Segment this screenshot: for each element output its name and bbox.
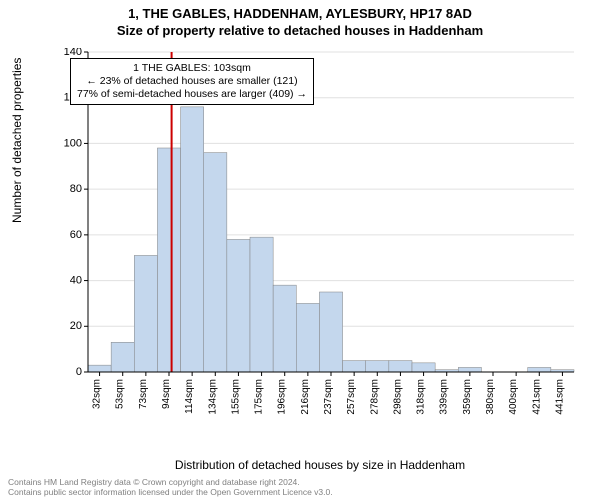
chart-container: 1, THE GABLES, HADDENHAM, AYLESBURY, HP1… <box>0 0 600 500</box>
footer-line-2: Contains public sector information licen… <box>8 488 333 498</box>
bar <box>273 285 296 372</box>
bar <box>181 107 204 372</box>
svg-text:278sqm: 278sqm <box>369 379 380 415</box>
svg-text:155sqm: 155sqm <box>230 379 241 415</box>
bar <box>296 303 319 372</box>
info-line-3: 77% of semi-detached houses are larger (… <box>77 88 307 101</box>
bar <box>88 365 111 372</box>
y-axis-label: Number of detached properties <box>10 58 24 223</box>
bar <box>389 361 412 372</box>
info-box: 1 THE GABLES: 103sqm ← 23% of detached h… <box>70 58 314 105</box>
bar <box>157 148 180 372</box>
info-line-1: 1 THE GABLES: 103sqm <box>77 62 307 75</box>
svg-text:298sqm: 298sqm <box>392 379 403 415</box>
svg-text:73sqm: 73sqm <box>138 379 149 409</box>
svg-text:339sqm: 339sqm <box>439 379 450 415</box>
svg-text:40: 40 <box>70 274 82 286</box>
bar <box>343 361 366 372</box>
svg-text:53sqm: 53sqm <box>115 379 126 409</box>
svg-text:359sqm: 359sqm <box>462 379 473 415</box>
svg-text:380sqm: 380sqm <box>485 379 496 415</box>
x-axis-label: Distribution of detached houses by size … <box>60 458 580 472</box>
title-line-1: 1, THE GABLES, HADDENHAM, AYLESBURY, HP1… <box>0 6 600 23</box>
x-ticks: 32sqm 53sqm 73sqm 94sqm 114sqm 134sqm 155sqm 17… <box>92 372 566 415</box>
bar <box>227 239 250 372</box>
bar <box>134 255 157 372</box>
svg-text:318sqm: 318sqm <box>416 379 427 415</box>
bar <box>458 367 481 372</box>
svg-text:94sqm: 94sqm <box>161 379 172 409</box>
bar <box>319 292 342 372</box>
bars <box>88 107 574 372</box>
svg-text:216sqm: 216sqm <box>300 379 311 415</box>
svg-text:441sqm: 441sqm <box>554 379 565 415</box>
svg-text:32sqm: 32sqm <box>92 379 103 409</box>
svg-text:80: 80 <box>70 183 82 195</box>
footer: Contains HM Land Registry data © Crown c… <box>8 478 333 498</box>
svg-text:400sqm: 400sqm <box>508 379 519 415</box>
svg-text:134sqm: 134sqm <box>207 379 218 415</box>
info-line-2: ← 23% of detached houses are smaller (12… <box>77 75 307 88</box>
svg-text:20: 20 <box>70 320 82 332</box>
svg-text:140: 140 <box>64 48 82 58</box>
svg-text:237sqm: 237sqm <box>323 379 334 415</box>
svg-text:0: 0 <box>76 366 82 378</box>
svg-text:114sqm: 114sqm <box>184 379 195 414</box>
bar <box>528 367 551 372</box>
bar <box>204 153 227 372</box>
svg-text:421sqm: 421sqm <box>531 379 542 415</box>
svg-text:60: 60 <box>70 229 82 241</box>
svg-text:257sqm: 257sqm <box>346 379 357 415</box>
bar <box>366 361 389 372</box>
bar <box>111 342 134 372</box>
svg-text:175sqm: 175sqm <box>254 379 265 415</box>
bar <box>412 363 435 372</box>
title-block: 1, THE GABLES, HADDENHAM, AYLESBURY, HP1… <box>0 0 600 40</box>
title-line-2: Size of property relative to detached ho… <box>0 23 600 40</box>
svg-text:100: 100 <box>64 137 82 149</box>
svg-text:196sqm: 196sqm <box>277 379 288 415</box>
bar <box>250 237 273 372</box>
